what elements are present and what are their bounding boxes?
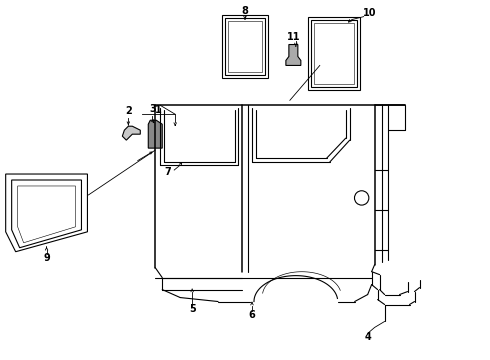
- Text: 4: 4: [364, 332, 371, 342]
- Text: 7: 7: [165, 167, 172, 177]
- Polygon shape: [148, 120, 162, 148]
- Text: 5: 5: [189, 305, 196, 315]
- Text: 2: 2: [125, 106, 132, 116]
- Text: 1: 1: [155, 105, 162, 115]
- Text: 11: 11: [287, 32, 300, 41]
- Text: 9: 9: [43, 253, 50, 263]
- Text: 3: 3: [149, 104, 156, 114]
- Text: 6: 6: [248, 310, 255, 320]
- Text: 8: 8: [242, 6, 248, 15]
- Polygon shape: [286, 45, 301, 66]
- Text: 10: 10: [363, 8, 376, 18]
- Polygon shape: [122, 126, 140, 140]
